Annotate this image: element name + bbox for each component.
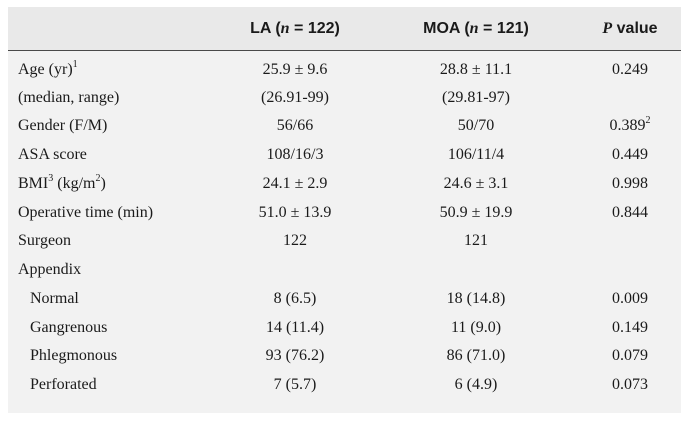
baseline-characteristics-table: LA (n = 122) MOA (n = 121) P value Age (…: [8, 7, 681, 413]
row-label: ASA score: [18, 146, 87, 163]
p-value: 0.3892: [609, 114, 651, 134]
p-value: [588, 85, 672, 111]
p-value: 0.079: [612, 347, 648, 364]
p-value: 0.009: [612, 290, 648, 307]
moa-value: 50/70: [457, 117, 495, 134]
la-value: (26.91-99): [261, 89, 329, 106]
table-row: Age (yr)1 25.9 ± 9.6 28.8 ± 11.1 0.249: [8, 57, 681, 83]
table-row: Appendix: [8, 257, 681, 283]
moa-value: 106/11/4: [447, 146, 505, 163]
moa-value: 11 (9.0): [450, 319, 502, 336]
la-value: 51.0 ± 13.9: [258, 204, 332, 221]
moa-value: [396, 257, 556, 283]
row-label: Phlegmonous: [30, 347, 118, 364]
row-label: Operative time (min): [18, 204, 154, 221]
row-label: Perforated: [30, 376, 97, 393]
table-header: LA (n = 122) MOA (n = 121) P value: [8, 7, 681, 50]
table-row: Operative time (min) 51.0 ± 13.9 50.9 ± …: [8, 200, 681, 226]
row-label: Appendix: [18, 261, 82, 278]
p-value: 0.449: [612, 146, 648, 163]
la-value: 25.9 ± 9.6: [262, 61, 328, 78]
la-value: 8 (6.5): [273, 290, 317, 307]
table-row: Surgeon 122 121: [8, 228, 681, 254]
row-label: Gender (F/M): [18, 117, 108, 134]
row-label: BMI3 (kg/m2): [18, 172, 106, 192]
header-divider: [8, 50, 681, 51]
row-label: Surgeon: [18, 232, 72, 249]
la-value: 56/66: [276, 117, 314, 134]
row-label: Gangrenous: [30, 319, 108, 336]
table-body: [8, 50, 681, 413]
table-row: Gender (F/M) 56/66 50/70 0.3892: [8, 113, 681, 139]
header-moa: MOA (n = 121): [423, 20, 529, 37]
la-value: 24.1 ± 2.9: [262, 175, 328, 192]
row-label: Age (yr)1: [18, 58, 78, 78]
moa-value: 50.9 ± 19.9: [439, 204, 513, 221]
row-label: (median, range): [18, 89, 120, 106]
la-value: 7 (5.7): [273, 376, 317, 393]
moa-value: 86 (71.0): [446, 347, 506, 364]
la-value: 93 (76.2): [265, 347, 325, 364]
table-row: Perforated 7 (5.7) 6 (4.9) 0.073: [8, 372, 681, 398]
table-row: ASA score 108/16/3 106/11/4 0.449: [8, 142, 681, 168]
moa-value: 18 (14.8): [446, 290, 506, 307]
table-row: Normal 8 (6.5) 18 (14.8) 0.009: [8, 286, 681, 312]
la-value: 122: [283, 232, 307, 249]
p-value: [588, 228, 672, 254]
moa-value: (29.81-97): [442, 89, 510, 106]
la-value: 14 (11.4): [265, 319, 325, 336]
table-row: BMI3 (kg/m2) 24.1 ± 2.9 24.6 ± 3.1 0.998: [8, 171, 681, 197]
la-value: [218, 257, 372, 283]
moa-value: 121: [464, 232, 488, 249]
table-row: Gangrenous 14 (11.4) 11 (9.0) 0.149: [8, 315, 681, 341]
header-la: LA (n = 122): [250, 20, 340, 37]
la-value: 108/16/3: [266, 146, 324, 163]
table-row: Phlegmonous 93 (76.2) 86 (71.0) 0.079: [8, 343, 681, 369]
moa-value: 6 (4.9): [454, 376, 498, 393]
p-value: 0.073: [612, 376, 648, 393]
row-label: Normal: [30, 290, 79, 307]
p-value: [588, 257, 672, 283]
table-row: (median, range) (26.91-99) (29.81-97): [8, 85, 681, 111]
moa-value: 24.6 ± 3.1: [443, 175, 509, 192]
p-value: 0.249: [612, 61, 648, 78]
p-value: 0.998: [612, 175, 648, 192]
header-p-value: P value: [602, 20, 658, 37]
p-value: 0.149: [612, 319, 648, 336]
p-value: 0.844: [612, 204, 648, 221]
moa-value: 28.8 ± 11.1: [439, 61, 513, 78]
